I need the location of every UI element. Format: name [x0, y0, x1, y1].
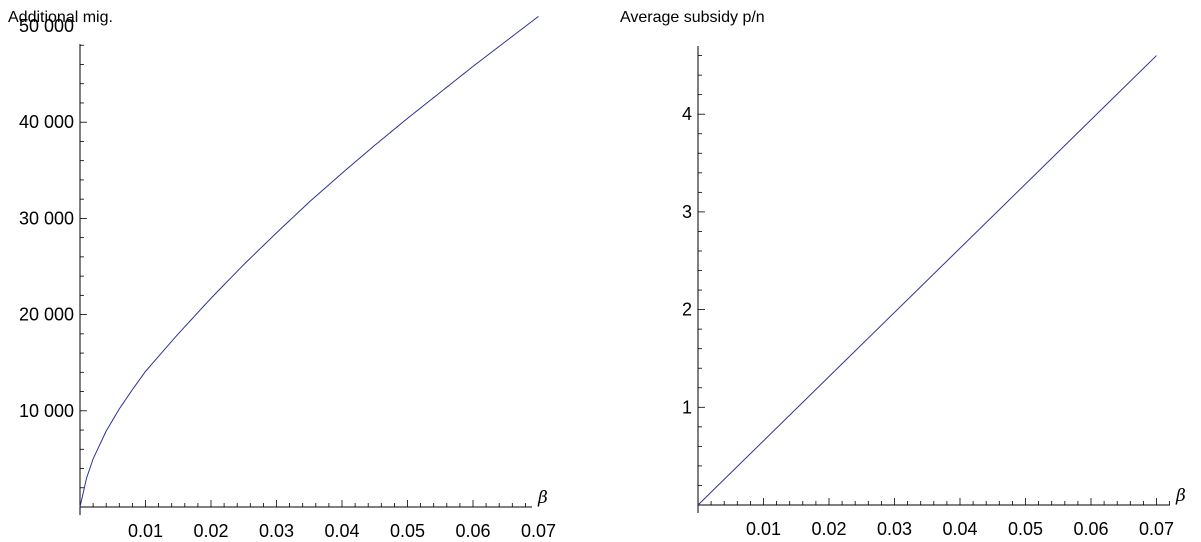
y-tick-label: 3 — [682, 202, 692, 222]
x-tick-label: 0.06 — [1073, 519, 1108, 539]
y-tick-label: 4 — [682, 104, 692, 124]
y-tick-label: 20 000 — [19, 305, 74, 325]
y-tick-label: 10 000 — [19, 401, 74, 421]
x-tick-label: 0.01 — [746, 519, 781, 539]
series-line — [697, 55, 1157, 506]
y-tick-label: 2 — [682, 300, 692, 320]
x-tick-label: 0.01 — [128, 521, 163, 541]
x-tick-label: 0.03 — [259, 521, 294, 541]
x-tick-label: 0.05 — [390, 521, 425, 541]
series-line — [79, 15, 539, 508]
x-axis-label: β — [537, 488, 548, 508]
y-tick-label: 30 000 — [19, 208, 74, 228]
additional-migration-chart: 0.01 0.02 0.03 0.04 0.05 0.06 0.07 10 000 20 000… — [8, 9, 556, 541]
x-tick-label: 0.03 — [877, 519, 912, 539]
y-tick-label: 40 000 — [19, 112, 74, 132]
x-tick-label: 0.04 — [324, 521, 359, 541]
x-tick-label: 0.02 — [811, 519, 846, 539]
y-tick-label: 1 — [682, 397, 692, 417]
y-tick-label: 50 000 — [19, 16, 74, 36]
x-tick-label: 0.06 — [455, 521, 490, 541]
y-axis-label: Average subsidy p/n — [620, 9, 765, 26]
x-tick-label: 0.02 — [193, 521, 228, 541]
y-axis-label: Additional mig. — [8, 9, 113, 26]
x-tick-label: 0.04 — [942, 519, 977, 539]
x-tick-label: 0.07 — [521, 521, 556, 541]
x-axis-label: β — [1175, 486, 1186, 506]
x-tick-label: 0.05 — [1008, 519, 1043, 539]
average-subsidy-chart: 0.01 0.02 0.03 0.04 0.05 0.06 0.07 1 2 3 4 Average … — [620, 9, 1186, 539]
x-tick-label: 0.07 — [1139, 519, 1174, 539]
